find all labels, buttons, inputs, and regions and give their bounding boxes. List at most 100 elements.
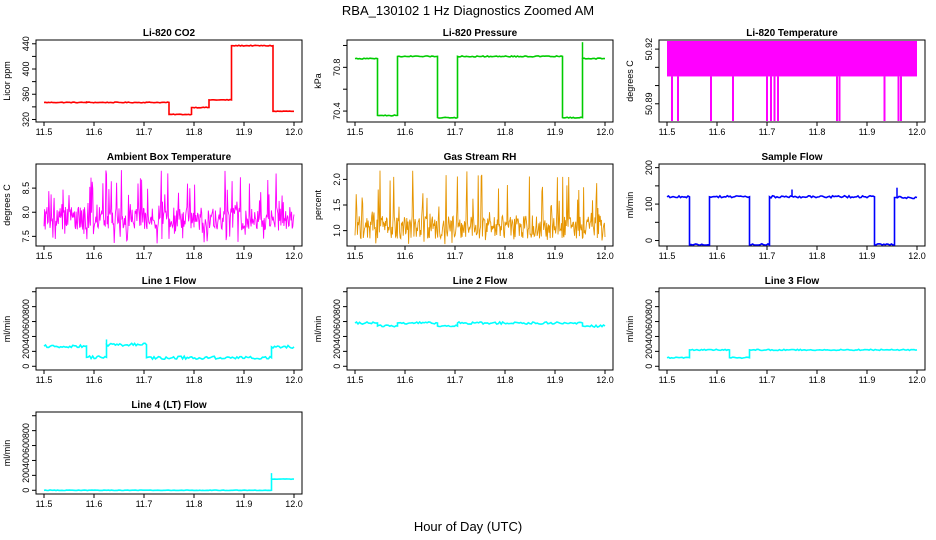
panel-1: Li-820 CO2 Licor ppm 11.5 11.6 11.7 11.8 11.9 1… (2, 28, 303, 137)
y-tick-label: 800 (332, 299, 342, 314)
x-tick-label: 11.8 (186, 251, 203, 261)
x-tick-label: 11.5 (659, 251, 676, 261)
x-tick-label: 12.0 (908, 375, 926, 385)
x-tick-label: 12.0 (285, 251, 303, 261)
y-axis-label: degrees C (2, 184, 12, 226)
x-tick-label: 11.8 (809, 251, 826, 261)
panel-7: Line 1 Flow ml/min 11.5 11.6 11.7 11.8 11.9 12.… (2, 276, 303, 385)
y-tick-label: 100 (644, 197, 654, 212)
panel-8: Line 2 Flow ml/min 11.5 11.6 11.7 11.8 11.9 12.… (313, 276, 614, 385)
panel-title: Line 1 Flow (142, 276, 197, 287)
x-tick-label: 11.6 (86, 499, 103, 509)
series-band (667, 41, 917, 77)
x-tick-label: 11.9 (547, 127, 564, 137)
y-tick-label: 50.92 (644, 38, 654, 61)
y-tick-label: 600 (21, 314, 31, 329)
y-tick-label: 0 (644, 364, 654, 369)
x-tick-label: 11.5 (36, 499, 53, 509)
x-tick-label: 11.6 (86, 127, 103, 137)
x-tick-label: 11.7 (136, 127, 153, 137)
y-tick-label: 440 (21, 36, 31, 51)
x-tick-label: 12.0 (596, 127, 614, 137)
y-tick-label: 600 (332, 314, 342, 329)
x-tick-label: 11.9 (236, 375, 253, 385)
x-tick-label: 11.5 (659, 375, 676, 385)
x-tick-label: 11.7 (759, 375, 776, 385)
series-line (354, 54, 606, 119)
y-axis-label: ml/min (2, 316, 12, 343)
x-tick-label: 12.0 (596, 251, 614, 261)
panel-4: Ambient Box Temperature degrees C 11.5 11.6… (2, 152, 303, 261)
panel-2: Li-820 Pressure kPa 11.5 11.6 11.7 11.8 11.9 12… (313, 28, 614, 137)
x-tick-label: 11.7 (447, 251, 464, 261)
x-tick-label: 12.0 (285, 127, 303, 137)
plot-frame (346, 287, 614, 371)
y-tick-label: 50.89 (644, 93, 654, 116)
x-tick-label: 11.5 (36, 375, 53, 385)
panel-title: Gas Stream RH (444, 152, 517, 163)
x-tick-label: 11.6 (86, 251, 103, 261)
y-tick-label: 0 (21, 364, 31, 369)
x-tick-label: 12.0 (596, 375, 614, 385)
x-tick-label: 11.6 (709, 251, 726, 261)
x-tick-label: 11.9 (236, 499, 253, 509)
x-tick-label: 11.7 (136, 499, 153, 509)
plot-frame (658, 163, 926, 247)
y-tick-label: 70.4 (332, 102, 342, 120)
x-tick-label: 12.0 (285, 499, 303, 509)
y-tick-label: 8.0 (21, 206, 31, 219)
panel-5: Gas Stream RH percent 11.5 11.6 11.7 11.8 11.9… (313, 152, 614, 261)
figure-x-axis-label: Hour of Day (UTC) (414, 519, 522, 534)
x-tick-label: 11.5 (36, 251, 53, 261)
y-tick-label: 360 (21, 87, 31, 102)
series-line (43, 478, 295, 492)
y-tick-label: 320 (21, 112, 31, 127)
x-tick-label: 11.6 (709, 127, 726, 137)
y-tick-label: 200 (644, 160, 654, 175)
plot-frame (35, 39, 303, 123)
series-line (43, 342, 295, 361)
x-tick-label: 11.7 (447, 127, 464, 137)
x-tick-label: 11.8 (809, 127, 826, 137)
plot-frame (35, 287, 303, 371)
x-tick-label: 11.6 (86, 375, 103, 385)
x-tick-label: 11.6 (709, 375, 726, 385)
y-tick-label: 600 (644, 314, 654, 329)
x-tick-label: 11.7 (136, 251, 153, 261)
y-tick-label: 800 (21, 423, 31, 438)
series-line (354, 320, 606, 329)
y-axis-label: kPa (313, 73, 323, 89)
x-tick-label: 11.9 (236, 127, 253, 137)
y-axis-label: ml/min (2, 440, 12, 467)
y-axis-label: ml/min (625, 192, 635, 219)
plot-frame (35, 163, 303, 247)
panel-title: Line 4 (LT) Flow (131, 400, 207, 411)
y-tick-label: 0 (332, 364, 342, 369)
panel-title: Ambient Box Temperature (107, 152, 232, 163)
x-tick-label: 11.8 (186, 499, 203, 509)
y-tick-label: 400 (332, 329, 342, 344)
x-tick-label: 11.9 (547, 251, 564, 261)
x-tick-label: 11.9 (859, 127, 876, 137)
x-tick-label: 12.0 (285, 375, 303, 385)
figure-title: RBA_130102 1 Hz Diagnostics Zoomed AM (342, 3, 594, 18)
x-tick-label: 11.8 (186, 375, 203, 385)
y-axis-label: percent (313, 189, 323, 220)
y-tick-label: 200 (332, 344, 342, 359)
panel-title: Line 2 Flow (453, 276, 508, 287)
panel-6: Sample Flow ml/min 11.5 11.6 11.7 11.8 11.9 12.… (625, 152, 926, 261)
plot-frame (346, 39, 614, 123)
y-tick-label: 200 (21, 344, 31, 359)
x-tick-label: 11.5 (347, 375, 364, 385)
plot-frame (658, 39, 926, 123)
x-tick-label: 11.5 (347, 127, 364, 137)
x-tick-label: 11.6 (397, 375, 414, 385)
x-tick-label: 12.0 (908, 251, 926, 261)
series-line (666, 348, 918, 360)
y-axis-label: ml/min (625, 316, 635, 343)
x-tick-label: 11.9 (236, 251, 253, 261)
y-tick-label: 400 (644, 329, 654, 344)
panel-title: Sample Flow (761, 152, 822, 163)
x-tick-label: 11.8 (809, 375, 826, 385)
